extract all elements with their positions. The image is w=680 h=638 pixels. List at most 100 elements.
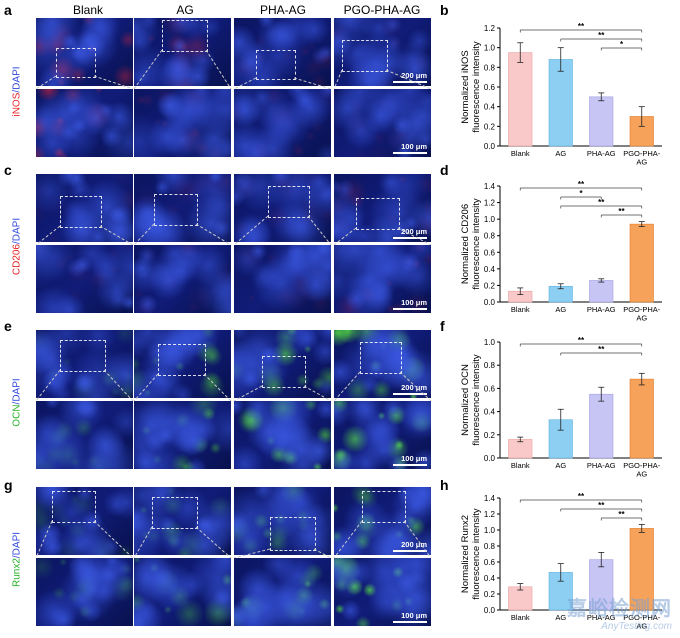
x-tick-label: PGO-PHA-AG	[623, 613, 661, 630]
scale-bar-label: 200 μm	[401, 540, 427, 549]
y-tick-label: 1.4	[484, 182, 496, 191]
micrograph-cd206-bottom-blank	[36, 245, 133, 313]
micrograph-runx2-bottom-ag	[134, 558, 231, 626]
column-header-ag: AG	[176, 3, 194, 17]
x-tick-label-line: PHA-AG	[587, 461, 616, 470]
y-axis-label: Normalized OCNfluorescence intensity	[460, 354, 482, 446]
scale-bar-line	[393, 550, 427, 552]
y-axis-label-line: fluorescence intensity	[471, 198, 482, 290]
micrograph-runx2-bottom-pgo-pha-ag: 100 μm	[334, 558, 431, 626]
bar-pgo-pha-ag	[629, 223, 654, 303]
y-tick-label: 1.2	[484, 510, 496, 519]
watermark: 嘉峪检测网 AnyTesting.com	[567, 592, 672, 632]
scale-bar-200um: 200 μm	[393, 540, 427, 552]
column-header-pgo-pha-ag: PGO-PHA-AG	[343, 3, 421, 17]
zoom-region-box	[56, 48, 96, 78]
micrograph-inos-top-ag	[134, 18, 231, 86]
bar-pha-ag	[589, 280, 614, 303]
micrograph-cd206-top-blank	[36, 174, 133, 242]
significance-label: **	[598, 345, 605, 354]
zoom-region-box	[152, 497, 198, 529]
y-tick-label: 0.2	[484, 281, 496, 290]
significance-label: *	[579, 189, 583, 198]
panel-letter-d: d	[440, 162, 449, 178]
y-axis-label-line: Normalized OCN	[460, 364, 471, 436]
y-tick-label: 0.6	[484, 558, 496, 567]
micrograph-runx2-top-pha-ag	[234, 487, 331, 555]
x-tick-label-line: PGO-PHA-	[623, 613, 661, 622]
x-tick-label-line: PGO-PHA-	[623, 461, 661, 470]
scale-bar-100um: 100 μm	[393, 454, 427, 466]
y-axis-label: Normalized iNOSfluorescence intensity	[460, 41, 482, 133]
zoom-region-box	[60, 196, 102, 228]
scale-bar-100um: 100 μm	[393, 611, 427, 623]
x-tick-label: PHA-AG	[587, 305, 616, 314]
y-tick-label: 1.0	[484, 338, 496, 347]
x-tick-label-line: AG	[555, 149, 566, 158]
micrograph-cd206-top-ag	[134, 174, 231, 242]
x-tick-label-line: AG	[636, 313, 647, 322]
scale-bar-line	[393, 393, 427, 395]
scale-bar-200um: 200 μm	[393, 227, 427, 239]
significance-label: **	[578, 22, 585, 31]
y-tick-label: 0.0	[484, 298, 496, 307]
x-tick-label-line: PHA-AG	[587, 613, 616, 622]
scale-bar-line	[393, 464, 427, 466]
y-tick-label: 0.8	[484, 232, 496, 241]
scale-bar-label: 100 μm	[401, 298, 427, 307]
x-tick-label-line: AG	[555, 613, 566, 622]
x-tick-label-line: PGO-PHA-	[623, 149, 661, 158]
scale-bar-line	[393, 152, 427, 154]
x-tick-label-line: PGO-PHA-	[623, 305, 661, 314]
micrograph-ocn-top-ag	[134, 330, 231, 398]
significance-label: *	[620, 40, 624, 49]
scale-bar-line	[393, 621, 427, 623]
zoom-region-box	[154, 194, 198, 226]
x-tick-label-line: PHA-AG	[587, 149, 616, 158]
micrograph-cd206-bottom-ag	[134, 245, 231, 313]
y-tick-label: 0.2	[484, 122, 496, 131]
micrograph-cd206-bottom-pha-ag	[234, 245, 331, 313]
bar-ag	[548, 59, 573, 147]
x-tick-label-line: Blank	[511, 305, 530, 314]
zoom-region-box	[60, 340, 106, 372]
y-tick-label: 0.8	[484, 63, 496, 72]
y-tick-label: 0.4	[484, 408, 496, 417]
row-label-cd206: CD206/DAPI	[11, 217, 23, 276]
y-axis-label-line: fluorescence intensity	[471, 41, 482, 133]
x-tick-label: PHA-AG	[587, 461, 616, 470]
x-tick-label: Blank	[511, 613, 530, 622]
bar-pgo-pha-ag	[629, 378, 654, 459]
scale-bar-line	[393, 81, 427, 83]
x-tick-label-line: Blank	[511, 461, 530, 470]
micrograph-inos-bottom-ag	[134, 89, 231, 157]
x-tick-label-line: AG	[636, 621, 647, 630]
y-tick-label: 0.4	[484, 103, 496, 112]
x-tick-label: AG	[555, 613, 566, 622]
micrograph-ocn-bottom-pha-ag	[234, 401, 331, 469]
panel-letter-f: f	[440, 318, 445, 334]
zoom-region-box	[162, 20, 208, 52]
bar-pha-ag	[589, 393, 614, 459]
zoom-region-box	[360, 342, 402, 374]
scale-bar-100um: 100 μm	[393, 298, 427, 310]
y-axis-label-line: Normalized iNOS	[460, 50, 471, 123]
bar-blank	[508, 52, 533, 147]
x-tick-label-line: AG	[555, 305, 566, 314]
y-tick-label: 0.2	[484, 431, 496, 440]
micrograph-ocn-bottom-blank	[36, 401, 133, 469]
x-tick-label-line: Blank	[511, 613, 530, 622]
significance-label: **	[598, 31, 605, 40]
zoom-region-box	[362, 491, 406, 523]
significance-label: **	[618, 207, 625, 216]
scale-bar-line	[393, 308, 427, 310]
y-tick-label: 0.0	[484, 142, 496, 151]
zoom-region-box	[270, 517, 316, 551]
x-tick-label: PGO-PHA-AG	[623, 305, 661, 322]
x-tick-label: PHA-AG	[587, 149, 616, 158]
scale-bar-label: 200 μm	[401, 71, 427, 80]
y-tick-label: 1.0	[484, 526, 496, 535]
micrograph-cd206-top-pha-ag	[234, 174, 331, 242]
